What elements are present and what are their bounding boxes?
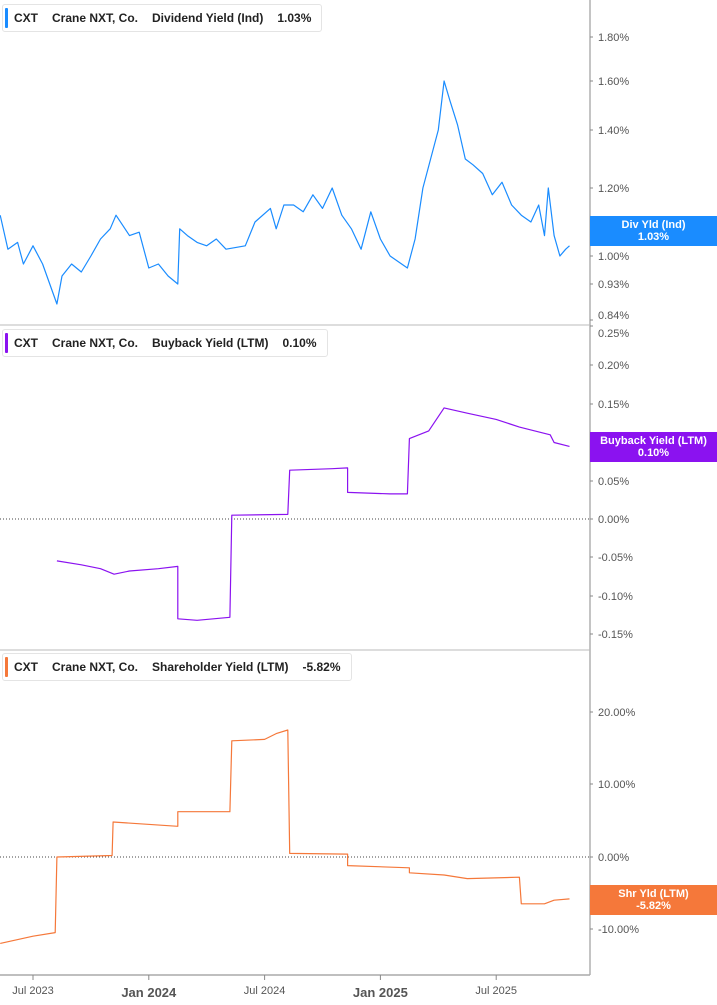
tag-label: Div Yld (Ind) xyxy=(621,219,686,231)
buyback-yield-value-tag: Buyback Yield (LTM) 0.10% xyxy=(590,432,717,462)
y-tick-label: 1.80% xyxy=(598,32,629,44)
tag-value: 1.03% xyxy=(637,231,670,243)
y-tick-label: 0.00% xyxy=(598,852,629,864)
x-tick-label: Jan 2025 xyxy=(353,985,408,1000)
series-color-marker xyxy=(5,657,8,677)
tag-label: Shr Yld (LTM) xyxy=(618,888,689,900)
dividend-yield-value-tag: Div Yld (Ind) 1.03% xyxy=(590,216,717,246)
tag-value: -5.82% xyxy=(636,900,671,912)
legend-company: Crane NXT, Co. xyxy=(52,11,139,25)
y-tick-label: 0.00% xyxy=(598,514,629,526)
legend-buyback-yield[interactable]: CXT Crane NXT, Co. Buyback Yield (LTM) 0… xyxy=(2,329,328,357)
y-tick-label: 0.05% xyxy=(598,476,629,488)
y-tick-label: 0.25% xyxy=(598,328,629,340)
x-tick-label: Jul 2023 xyxy=(12,985,54,997)
legend-ticker: CXT xyxy=(14,660,38,674)
legend-ticker: CXT xyxy=(14,11,38,25)
y-tick-label: 1.20% xyxy=(598,183,629,195)
shareholder-yield-value-tag: Shr Yld (LTM) -5.82% xyxy=(590,885,717,915)
legend-metric: Buyback Yield (LTM) xyxy=(152,336,269,350)
legend-company: Crane NXT, Co. xyxy=(52,660,139,674)
y-tick-label: 0.20% xyxy=(598,360,629,372)
y-tick-label: -0.05% xyxy=(598,552,633,564)
y-tick-label: 1.00% xyxy=(598,251,629,263)
y-tick-label: -0.10% xyxy=(598,591,633,603)
legend-shareholder-yield[interactable]: CXT Crane NXT, Co. Shareholder Yield (LT… xyxy=(2,653,352,681)
x-tick-label: Jul 2025 xyxy=(475,985,517,997)
series-line-2 xyxy=(0,729,570,944)
legend-value: 1.03% xyxy=(277,11,312,25)
y-tick-label: 0.15% xyxy=(598,399,629,411)
x-tick-label: Jul 2024 xyxy=(244,985,286,997)
y-tick-label: 1.40% xyxy=(598,125,629,137)
legend-metric: Dividend Yield (Ind) xyxy=(152,11,264,25)
y-tick-label: 0.93% xyxy=(598,279,629,291)
series-color-marker xyxy=(5,333,8,353)
legend-value: 0.10% xyxy=(282,336,317,350)
legend-ticker: CXT xyxy=(14,336,38,350)
tag-label: Buyback Yield (LTM) xyxy=(600,435,707,447)
legend-metric: Shareholder Yield (LTM) xyxy=(152,660,289,674)
y-tick-label: 20.00% xyxy=(598,707,636,719)
y-tick-label: -0.15% xyxy=(598,629,633,641)
legend-value: -5.82% xyxy=(302,660,341,674)
y-tick-label: 0.84% xyxy=(598,310,629,322)
x-tick-label: Jan 2024 xyxy=(121,985,177,1000)
series-line-1 xyxy=(56,407,570,621)
y-tick-label: 1.60% xyxy=(598,76,629,88)
tag-value: 0.10% xyxy=(637,447,670,459)
legend-dividend-yield[interactable]: CXT Crane NXT, Co. Dividend Yield (Ind) … xyxy=(2,4,323,32)
series-line-0 xyxy=(0,80,570,305)
series-color-marker xyxy=(5,8,8,28)
y-tick-label: -10.00% xyxy=(598,924,639,936)
legend-company: Crane NXT, Co. xyxy=(52,336,139,350)
y-tick-label: 10.00% xyxy=(598,779,636,791)
